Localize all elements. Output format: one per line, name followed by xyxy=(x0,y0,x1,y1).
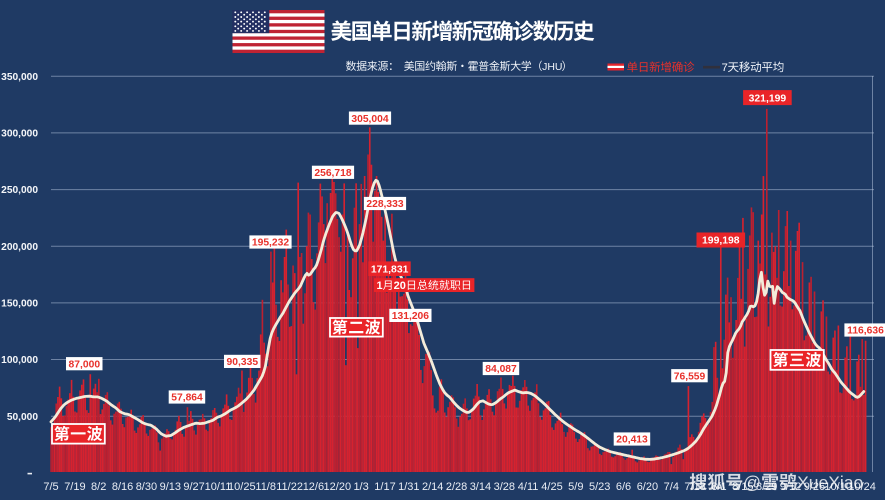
svg-text:256,718: 256,718 xyxy=(314,168,351,179)
svg-text:300,000: 300,000 xyxy=(1,129,38,140)
svg-text:11/8: 11/8 xyxy=(255,481,276,493)
svg-text:4/25: 4/25 xyxy=(541,481,562,493)
svg-text:10/10: 10/10 xyxy=(824,481,852,493)
svg-text:JHU: JHU xyxy=(542,61,562,73)
svg-text:20: 20 xyxy=(394,280,406,292)
svg-text:199,198: 199,198 xyxy=(702,236,740,247)
svg-text:171,831: 171,831 xyxy=(371,264,409,275)
svg-text:1/31: 1/31 xyxy=(398,481,419,493)
svg-text:12/6: 12/6 xyxy=(303,481,324,493)
svg-text:76,559: 76,559 xyxy=(674,371,706,382)
svg-text:12/20: 12/20 xyxy=(324,481,352,493)
svg-text:250,000: 250,000 xyxy=(1,185,38,196)
svg-text:1/17: 1/17 xyxy=(374,481,395,493)
svg-text:131,206: 131,206 xyxy=(392,311,429,322)
svg-text:200,000: 200,000 xyxy=(1,242,38,253)
svg-text:116,636: 116,636 xyxy=(847,326,884,337)
svg-text:7/4: 7/4 xyxy=(664,481,679,493)
svg-text:2/28: 2/28 xyxy=(446,481,467,493)
svg-text:321,199: 321,199 xyxy=(749,93,787,104)
svg-text:7: 7 xyxy=(722,62,728,74)
svg-text:305,004: 305,004 xyxy=(351,114,388,125)
svg-text:350,000: 350,000 xyxy=(1,72,38,83)
svg-text:228,333: 228,333 xyxy=(366,199,403,210)
svg-text:3/28: 3/28 xyxy=(494,481,515,493)
svg-text:9/27: 9/27 xyxy=(183,481,204,493)
svg-text:1: 1 xyxy=(377,280,383,292)
svg-text:8/30: 8/30 xyxy=(136,481,157,493)
svg-text:9/13: 9/13 xyxy=(160,481,181,493)
svg-text:195,232: 195,232 xyxy=(252,238,289,249)
svg-text:XueXiao: XueXiao xyxy=(797,473,863,493)
svg-text:7/19: 7/19 xyxy=(64,481,85,493)
svg-text:8/2: 8/2 xyxy=(91,481,106,493)
svg-text:84,087: 84,087 xyxy=(485,364,517,375)
svg-text:3/14: 3/14 xyxy=(470,481,491,493)
svg-text:90,335: 90,335 xyxy=(227,357,259,368)
svg-text:20,413: 20,413 xyxy=(616,435,648,446)
svg-text:@: @ xyxy=(743,473,761,493)
svg-text:10/24: 10/24 xyxy=(848,481,876,493)
svg-text:87,000: 87,000 xyxy=(69,359,101,370)
svg-text:8/16: 8/16 xyxy=(112,481,133,493)
svg-text:11/22: 11/22 xyxy=(276,481,303,493)
svg-text:5/23: 5/23 xyxy=(589,481,610,493)
svg-text:6/20: 6/20 xyxy=(637,481,658,493)
svg-text:4/11: 4/11 xyxy=(518,481,539,493)
svg-text:10/11: 10/11 xyxy=(205,481,232,493)
svg-text:150,000: 150,000 xyxy=(1,299,38,310)
svg-text:5/9: 5/9 xyxy=(568,481,583,493)
svg-text:57,864: 57,864 xyxy=(171,393,203,404)
svg-text:10/25: 10/25 xyxy=(228,481,256,493)
svg-text:1/3: 1/3 xyxy=(353,481,368,493)
svg-text:7/5: 7/5 xyxy=(43,481,58,493)
svg-text:9/26: 9/26 xyxy=(804,481,825,493)
svg-text:100,000: 100,000 xyxy=(1,355,38,366)
svg-text:50,000: 50,000 xyxy=(7,412,38,423)
svg-text:6/6: 6/6 xyxy=(616,481,631,493)
svg-text:2/14: 2/14 xyxy=(422,481,443,493)
